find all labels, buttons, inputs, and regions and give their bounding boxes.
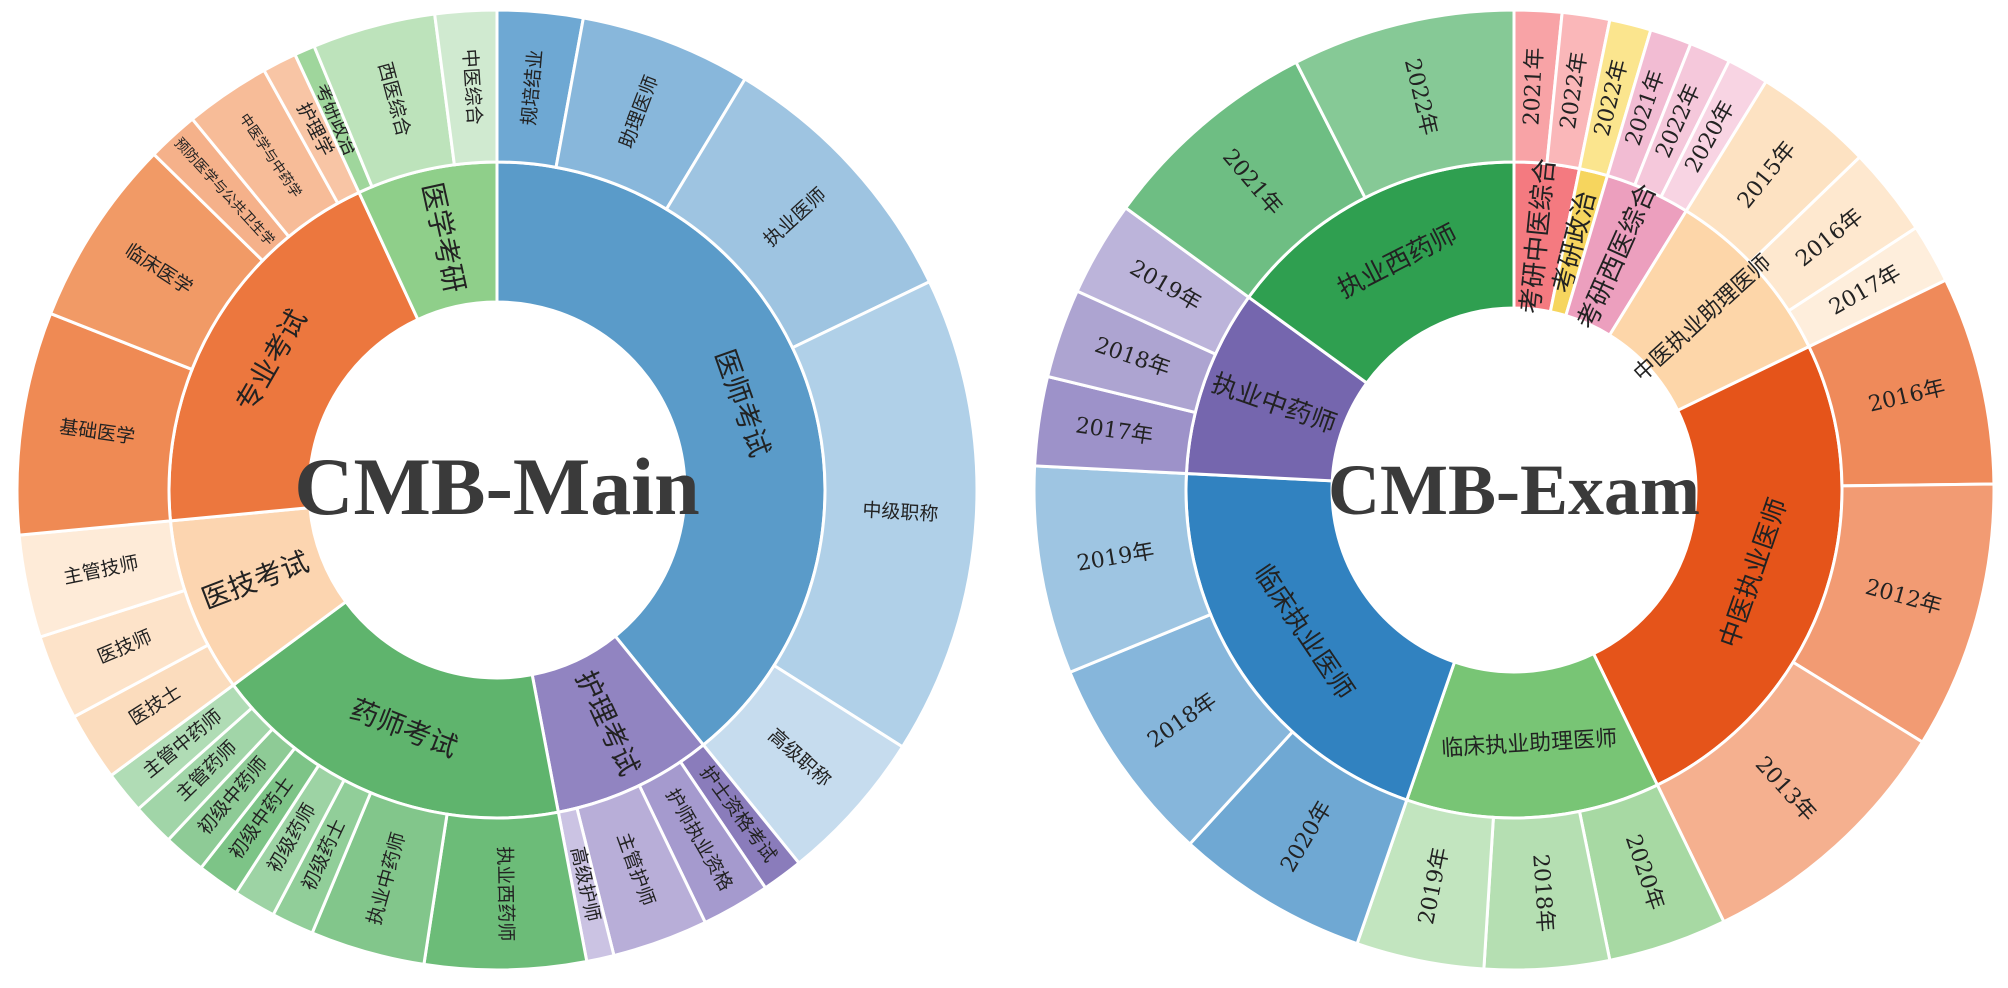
chart-title-cmb-exam: CMB-Exam [1328,450,1700,530]
sunburst-chart-cmb-exam: 2021年 2022年考研中医综合2022年考研政治2021年2022年2020年… [1032,8,1996,972]
outer-label-2-0: 执业西药师 [493,846,517,941]
outer-segment-8-1 [1294,8,1516,200]
chart-title-cmb-main: CMB-Main [294,441,699,532]
outer-label-0-0: 2021年 [1519,47,1548,126]
outer-label-5-2: 中医综合 [458,48,485,125]
sunburst-chart-cmb-main: 规培结业 助理医师执业医师中级职称高级职称医师考试护士资格考试护师执业资格主管护师… [15,8,979,972]
outer-segment-5-2 [432,8,499,167]
outer-label-5-1: 2018年 [1527,853,1557,933]
outer-label-0-3: 中级职称 [862,499,939,525]
